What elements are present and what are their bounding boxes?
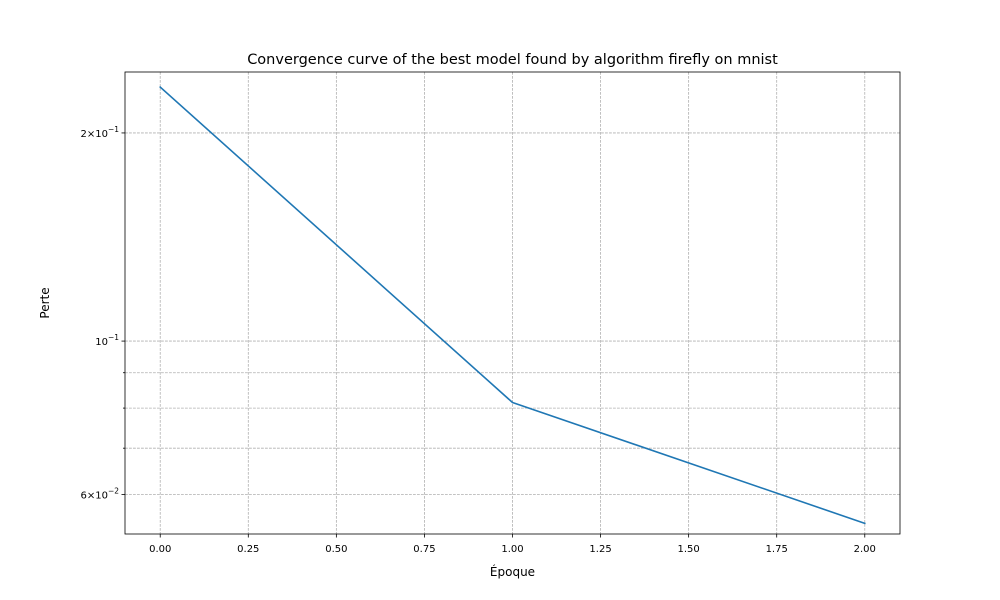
- y-tick-label: 10−1: [95, 333, 119, 348]
- x-tick-label: 1.25: [589, 544, 611, 555]
- series-line-loss: [159, 85, 866, 525]
- x-tick-label: 1.75: [766, 544, 788, 555]
- x-tick-label: 2.00: [854, 544, 876, 555]
- y-axis-ticks: 10−1 2×10−1 6×10−2: [80, 125, 125, 501]
- x-tick-label: 0.25: [237, 544, 259, 555]
- y-tick-label: 2×10−1: [80, 125, 119, 140]
- x-tick-label: 0.00: [149, 544, 171, 555]
- y-tick-label: 6×10−2: [80, 486, 119, 501]
- x-axis-label: Époque: [490, 564, 535, 579]
- x-tick-label: 1.00: [501, 544, 523, 555]
- chart-title: Convergence curve of the best model foun…: [247, 52, 778, 68]
- grid: [125, 72, 900, 534]
- series-layer: [159, 85, 866, 525]
- x-tick-label: 0.50: [325, 544, 347, 555]
- x-tick-label: 0.75: [413, 544, 435, 555]
- x-axis-ticks: 0.00 0.25 0.50 0.75 1.00 1.25 1.50 1.75 2.00: [149, 534, 876, 555]
- x-tick-label: 1.50: [678, 544, 700, 555]
- y-axis-label: Perte: [38, 287, 52, 318]
